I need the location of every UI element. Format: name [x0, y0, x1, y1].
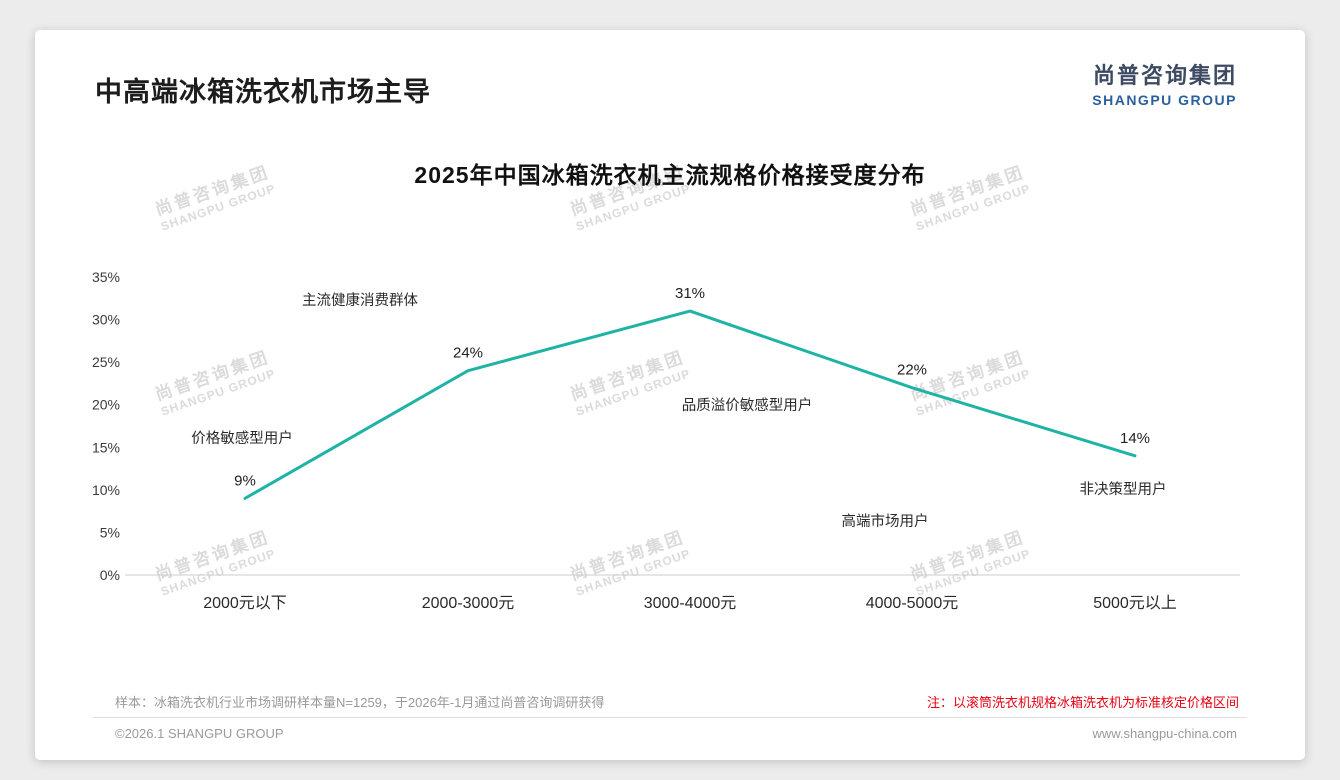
y-axis-tick: 10%: [92, 482, 120, 498]
y-axis-tick: 5%: [100, 524, 120, 540]
segment-annotation: 价格敏感型用户: [191, 430, 293, 447]
y-axis-tick: 0%: [100, 567, 120, 583]
acceptance-line-chart: 0% 5% 10% 15% 20% 25% 30% 35% 2000元以下 2000-3000元 3…: [92, 269, 1240, 612]
segment-annotation: 主流健康消费群体: [302, 292, 418, 309]
segment-annotation: 非决策型用户: [1080, 481, 1167, 498]
segment-annotation: 品质溢价敏感型用户: [682, 397, 813, 414]
y-axis-tick: 20%: [92, 397, 120, 413]
segment-annotation: 高端市场用户: [842, 513, 929, 530]
data-point-label: 31%: [675, 285, 705, 302]
price-definition-note: 注：以滚筒洗衣机规格冰箱洗衣机为标准核定价格区间: [926, 695, 1239, 710]
y-axis-tick: 35%: [92, 269, 120, 285]
x-axis-category: 2000-3000元: [422, 595, 515, 612]
y-axis-tick: 15%: [92, 439, 120, 455]
data-point-label: 22%: [897, 362, 927, 379]
website-text: www.shangpu-china.com: [1092, 726, 1237, 741]
data-point-label: 24%: [453, 345, 483, 362]
copyright-text: ©2026.1 SHANGPU GROUP: [115, 726, 284, 741]
x-axis-category: 3000-4000元: [644, 595, 737, 612]
logo-cn-text: 尚普咨询集团: [1092, 63, 1237, 88]
y-axis-tick: 25%: [92, 354, 120, 370]
x-axis-category: 2000元以下: [203, 595, 287, 612]
acceptance-line-series: [243, 309, 1137, 500]
data-point-label: 14%: [1120, 430, 1150, 447]
slide-card: 尚普咨询集团 SHANGPU GROUP 尚普咨询集团 SHANGPU GROUP 尚普…: [35, 30, 1305, 760]
logo-en-text: SHANGPU GROUP: [1092, 92, 1237, 108]
y-axis-tick: 30%: [92, 312, 120, 328]
logo: 尚普咨询集团 SHANGPU GROUP: [1092, 58, 1237, 108]
x-axis-category: 5000元以上: [1093, 594, 1177, 612]
x-axis-category: 4000-5000元: [866, 595, 959, 612]
sample-note: 样本：冰箱洗衣机行业市场调研样本量N=1259，于2026年-1月通过尚普咨询调…: [115, 695, 605, 710]
chart-title: 2025年中国冰箱洗衣机主流规格价格接受度分布: [414, 162, 926, 188]
page-title: 中高端冰箱洗衣机市场主导: [95, 77, 431, 107]
footer-divider: [93, 717, 1247, 718]
data-point-label: 9%: [234, 472, 256, 489]
